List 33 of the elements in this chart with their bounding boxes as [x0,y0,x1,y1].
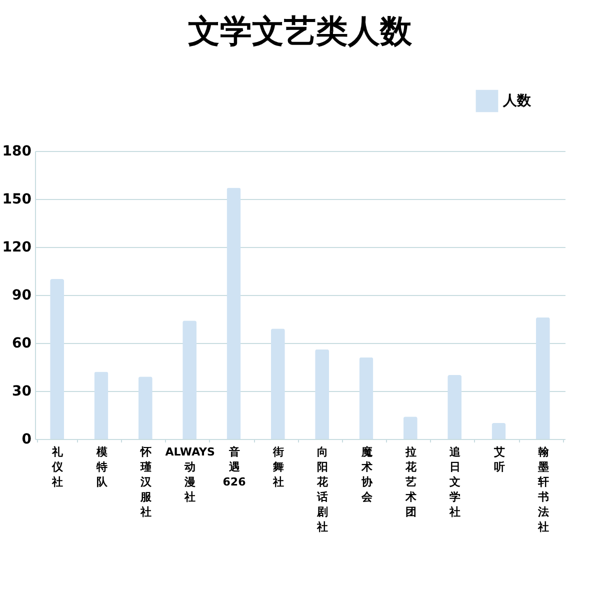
x-tick-label: 音遇626 [222,446,246,488]
y-tick-label: 30 [12,384,32,400]
y-tick-label: 180 [2,144,32,160]
bar [270,328,285,439]
chart-title: 文学文艺类人数 [188,12,413,50]
bar [50,279,64,439]
bar [403,416,418,439]
bar [359,357,374,439]
x-tick-label: 拉花艺术团 [404,446,418,518]
y-tick-label: 60 [12,336,32,352]
y-tick-label: 120 [2,240,32,256]
x-tick-label: 怀瑾汉服社 [139,446,152,518]
y-tick-label: 150 [2,192,32,208]
bar [94,372,108,439]
bar [492,423,506,439]
bar [182,320,197,439]
x-tick-label: 向阳花话剧社 [316,446,330,534]
bar [315,349,330,439]
y-tick-label: 0 [22,432,32,448]
bar [536,317,550,439]
x-tick-label: 礼仪社 [51,446,64,488]
bar [138,376,152,439]
x-tick-label: 艾听 [492,446,505,474]
x-tick-label: 街舞社 [272,446,284,488]
x-tick-label: ALWAYS动漫社 [165,446,215,504]
x-tick-label: 追日文学社 [448,446,462,518]
legend-label: 人数 [502,93,532,109]
x-tick-label: 翰墨轩书法社 [536,446,550,534]
bar [226,188,241,439]
x-tick-label: 模特队 [95,446,108,488]
bar [448,375,462,439]
x-tick-label: 魔术协会 [360,446,374,504]
y-tick-label: 90 [12,288,32,304]
